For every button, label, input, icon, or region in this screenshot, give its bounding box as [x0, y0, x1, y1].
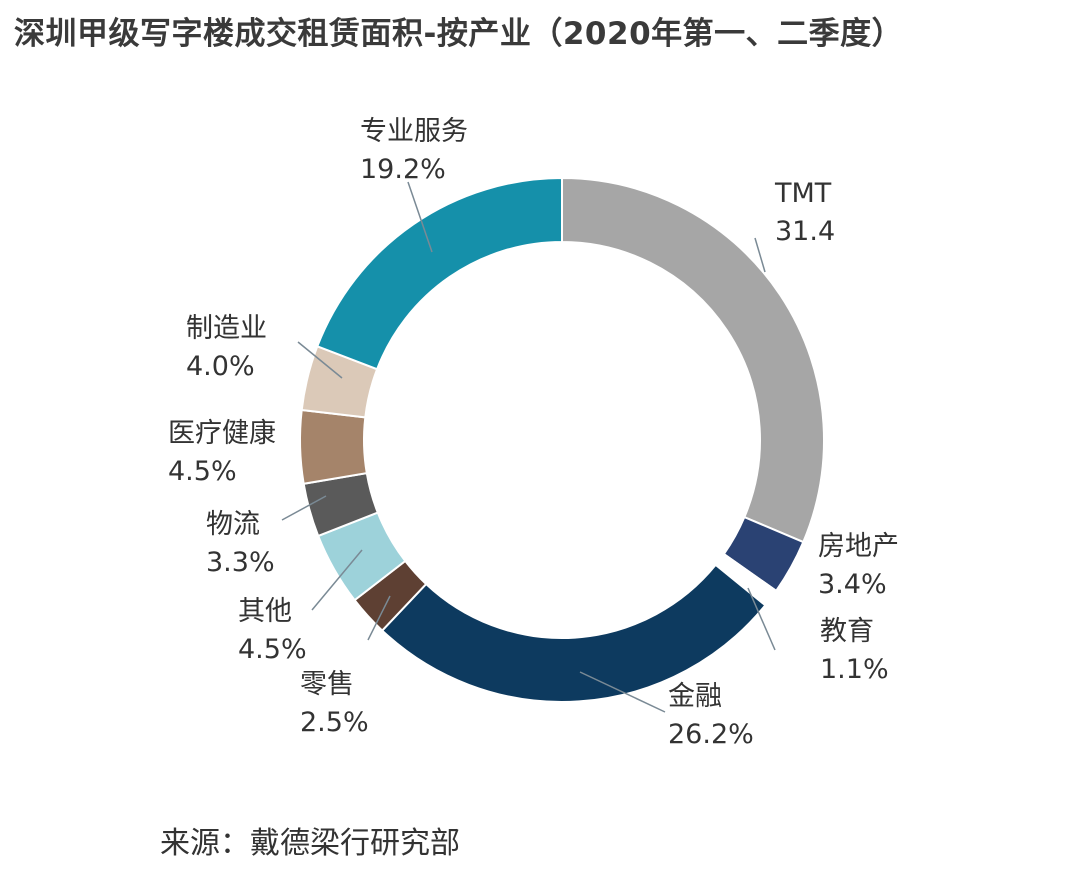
slice-label-name-9: 专业服务: [360, 116, 468, 147]
slice-label-value-3: 26.2%: [668, 719, 754, 750]
slice-label-value-0: 31.4: [775, 216, 835, 247]
leader-lines-layer: [281, 181, 776, 713]
slice-label-value-7: 4.5%: [168, 456, 237, 487]
slice-label-value-6: 3.3%: [206, 547, 275, 578]
leader-line-2: [747, 587, 776, 651]
slice-label-name-6: 物流: [206, 509, 260, 540]
donut-slice-9: [316, 176, 563, 371]
slice-label-value-5: 4.5%: [238, 634, 307, 665]
slice-label-name-2: 教育: [820, 616, 874, 647]
leader-line-9: [407, 181, 433, 253]
slice-label-name-1: 房地产: [818, 531, 899, 562]
slice-label-value-4: 2.5%: [300, 707, 369, 738]
leader-line-6: [281, 495, 327, 521]
slices-layer: [299, 176, 825, 703]
slice-label-name-4: 零售: [300, 669, 354, 700]
leader-line-0: [754, 237, 766, 273]
source-note: 来源：戴德梁行研究部: [160, 826, 460, 861]
slice-label-name-8: 制造业: [186, 313, 267, 344]
slice-labels-layer: TMT 31.4 房地产 3.4% 教育 1.1% 金融 26.2% 零售 2.5% 其他 4.5% 物…: [168, 116, 899, 750]
donut-slice-7: [299, 408, 368, 485]
slice-label-value-1: 3.4%: [818, 569, 887, 600]
slice-label-name-7: 医疗健康: [168, 418, 276, 449]
slice-label-value-8: 4.0%: [186, 351, 255, 382]
slice-label-value-2: 1.1%: [820, 654, 889, 685]
donut-slice-0: [561, 176, 825, 544]
slice-label-name-3: 金融: [668, 681, 722, 712]
slice-label-name-0: TMT: [774, 178, 832, 209]
leader-line-4: [367, 595, 391, 641]
slice-label-value-9: 19.2%: [360, 154, 446, 185]
leader-line-5: [311, 549, 363, 611]
slice-label-name-5: 其他: [238, 596, 292, 627]
leader-line-8: [297, 341, 343, 379]
chart-title: 深圳甲级写字楼成交租赁面积-按产业（2020年第一、二季度）: [14, 16, 904, 52]
leader-line-3: [579, 671, 666, 713]
